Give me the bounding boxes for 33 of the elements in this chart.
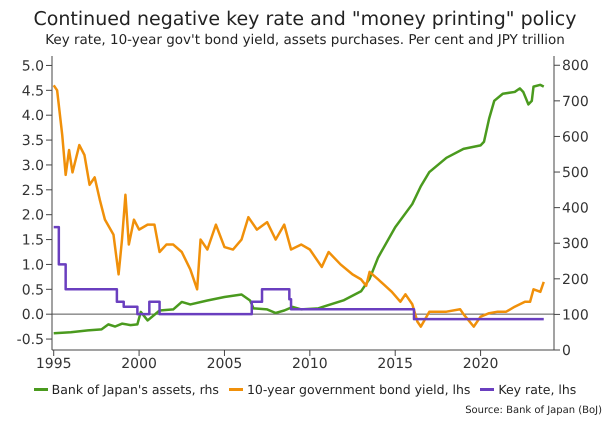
y2-tick-label: 100 [562, 307, 589, 324]
y2-tick-label: 400 [562, 200, 589, 217]
y-tick-label: 5.0 [22, 58, 44, 74]
y-tick-label: 1.5 [22, 232, 44, 249]
y-tick-label: 0.0 [22, 307, 44, 324]
y2-tick-label: 700 [562, 94, 589, 110]
y-tick-label: 2.0 [22, 208, 44, 224]
y2-tick-label: 0 [562, 342, 571, 359]
y-tick-label: 0.5 [22, 282, 44, 298]
y-tick-label: 2.5 [22, 182, 44, 199]
chart-title: Continued negative key rate and "money printing" policy [32, 8, 578, 30]
y-tick-label: 3.5 [22, 133, 44, 150]
legend-label: Bank of Japan's assets, rhs [50, 382, 219, 397]
source-note: Source: Bank of Japan (BoJ) [464, 405, 602, 416]
y2-tick-label: 600 [562, 129, 589, 146]
y-tick-label: 4.5 [22, 83, 44, 100]
x-tick-label: 2010 [292, 356, 328, 372]
legend-label: 10-year government bond yield, lhs [246, 382, 470, 397]
chart-subtitle: Key rate, 10-year gov't bond yield, assets purchases. Per cent and JPY trillion [44, 32, 566, 48]
x-tick-label: 2000 [121, 356, 157, 372]
legend-label: Key rate, lhs [497, 382, 576, 397]
y2-tick-label: 300 [562, 236, 589, 252]
y-tick-label: 3.0 [22, 158, 44, 174]
y-tick-label: 4.0 [22, 108, 44, 124]
y2-tick-label: 800 [562, 58, 589, 74]
x-tick-label: 2015 [377, 356, 414, 372]
x-tick-label: 1995 [36, 356, 72, 372]
y-tick-label: -0.5 [16, 332, 44, 348]
y2-tick-label: 500 [562, 165, 589, 182]
x-tick-label: 2005 [206, 356, 242, 372]
y2-tick-label: 200 [562, 272, 589, 288]
y-tick-label: 1.0 [22, 257, 44, 274]
x-tick-label: 2020 [462, 356, 498, 372]
